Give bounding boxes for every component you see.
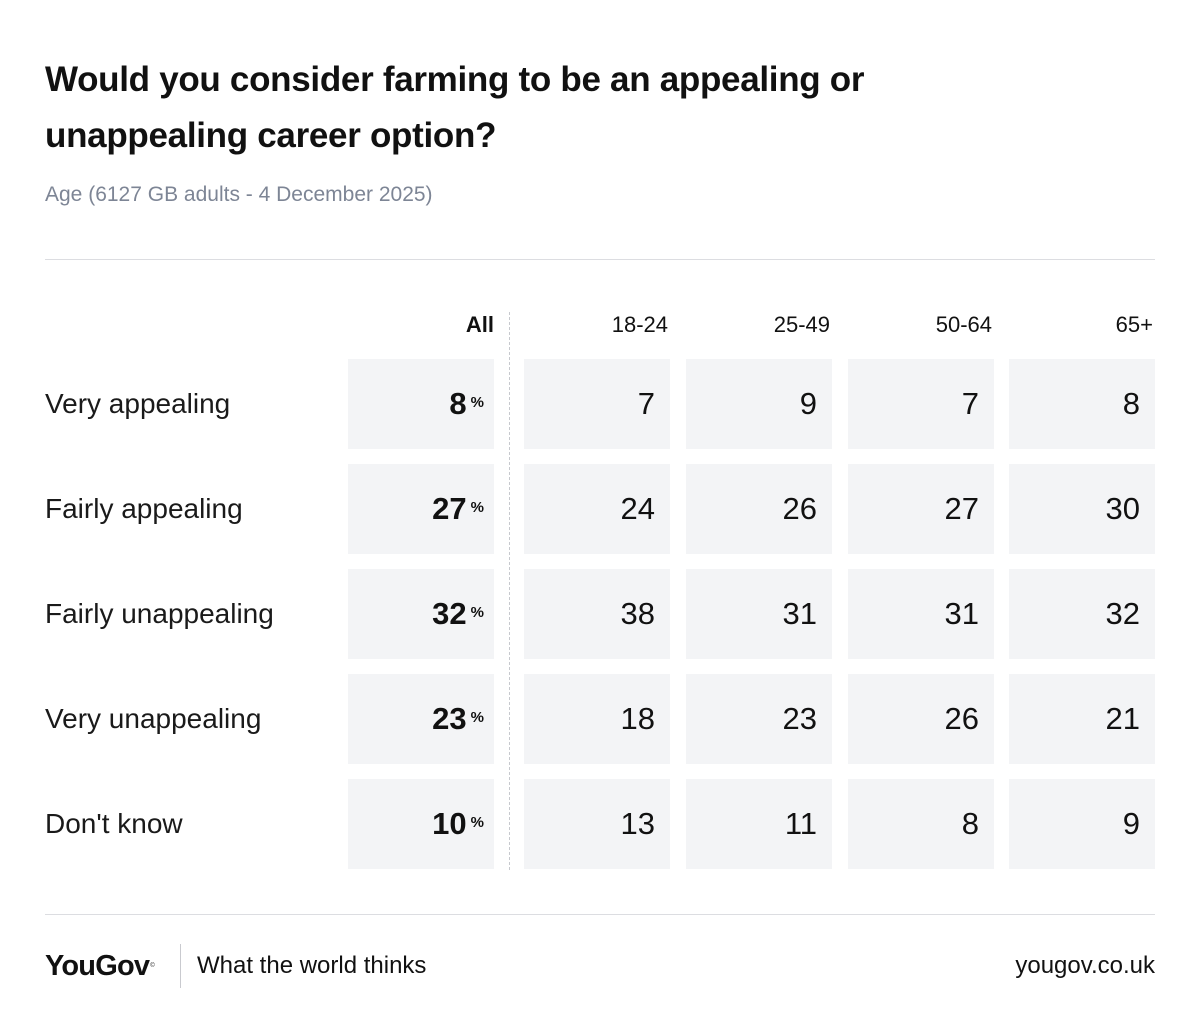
cell-number: 32 (1105, 596, 1140, 631)
cell-number: 8 (1122, 386, 1140, 421)
percent-sign: % (470, 708, 484, 726)
cell-value: 8 (848, 779, 994, 869)
footer-divider (180, 944, 181, 988)
cell-number: 38 (620, 596, 655, 631)
cell-value: 26 (686, 464, 832, 554)
cell-value: 7 (524, 359, 670, 449)
column-header-65plus: 65+ (1115, 312, 1153, 337)
footer-url[interactable]: yougov.co.uk (1015, 952, 1155, 979)
cell-number: 13 (620, 806, 655, 841)
footer-tagline: What the world thinks (197, 952, 427, 979)
yougov-logo[interactable]: YouGov© (45, 948, 155, 984)
cell-number: 27 (432, 491, 467, 526)
row-label: Very appealing (45, 388, 231, 419)
cell-number: 18 (620, 701, 655, 736)
cell-number: 24 (620, 491, 655, 526)
cell-value: 7 (848, 359, 994, 449)
column-header-18-24: 18-24 (611, 312, 668, 337)
column-header-all: All (465, 312, 494, 337)
cell-number: 32 (432, 596, 467, 631)
cell-number: 26 (944, 701, 979, 736)
cell-value: 26 (848, 674, 994, 764)
row-label: Very unappealing (45, 703, 262, 734)
cell-value: 8 (1009, 359, 1155, 449)
cell-number: 26 (782, 491, 817, 526)
chart-subtitle: Age (6127 GB adults - 4 December 2025) (45, 183, 433, 206)
cell-number: 7 (961, 386, 979, 421)
cell-number: 8 (449, 386, 467, 421)
cell-value: 30 (1009, 464, 1155, 554)
column-header-50-64: 50-64 (935, 312, 992, 337)
cell-value: 9 (686, 359, 832, 449)
cell-number: 31 (782, 596, 817, 631)
cell-value: 32 (1009, 569, 1155, 659)
yougov-logo-mark: © (150, 963, 154, 969)
cell-number: 11 (784, 806, 817, 841)
cell-number: 7 (637, 386, 655, 421)
percent-sign: % (470, 498, 484, 516)
cell-all: 32% (348, 569, 494, 659)
bottom-divider (45, 914, 1155, 915)
cell-all: 27% (348, 464, 494, 554)
cell-value: 24 (524, 464, 670, 554)
cell-all: 8% (348, 359, 494, 449)
row-label: Fairly appealing (45, 493, 243, 524)
cell-number: 23 (432, 701, 467, 736)
cell-number: 31 (944, 596, 979, 631)
cell-number: 9 (1122, 806, 1140, 841)
cell-value: 23 (686, 674, 832, 764)
chart-title: Would you consider farming to be an appe… (45, 60, 865, 155)
all-column-separator (509, 312, 510, 870)
cell-number: 30 (1105, 491, 1140, 526)
cell-number: 10 (432, 806, 467, 841)
yougov-logo-text: YouGov (45, 950, 150, 982)
percent-sign: % (470, 813, 484, 831)
cell-number: 9 (799, 386, 817, 421)
cell-all: 10% (348, 779, 494, 869)
cell-number: 23 (782, 701, 817, 736)
percent-sign: % (470, 393, 484, 411)
cell-value: 11 (686, 779, 832, 869)
cell-value: 9 (1009, 779, 1155, 869)
cell-number: 27 (944, 491, 979, 526)
cell-value: 21 (1009, 674, 1155, 764)
percent-sign: % (470, 603, 484, 621)
cell-number: 21 (1105, 701, 1140, 736)
row-label: Fairly unappealing (45, 598, 274, 629)
cell-value: 27 (848, 464, 994, 554)
cell-value: 38 (524, 569, 670, 659)
cell-value: 31 (686, 569, 832, 659)
column-header-25-49: 25-49 (773, 312, 830, 337)
cell-value: 31 (848, 569, 994, 659)
cell-number: 8 (961, 806, 979, 841)
cell-value: 18 (524, 674, 670, 764)
row-label: Don't know (45, 808, 183, 839)
cell-all: 23% (348, 674, 494, 764)
top-divider (45, 259, 1155, 260)
cell-value: 13 (524, 779, 670, 869)
